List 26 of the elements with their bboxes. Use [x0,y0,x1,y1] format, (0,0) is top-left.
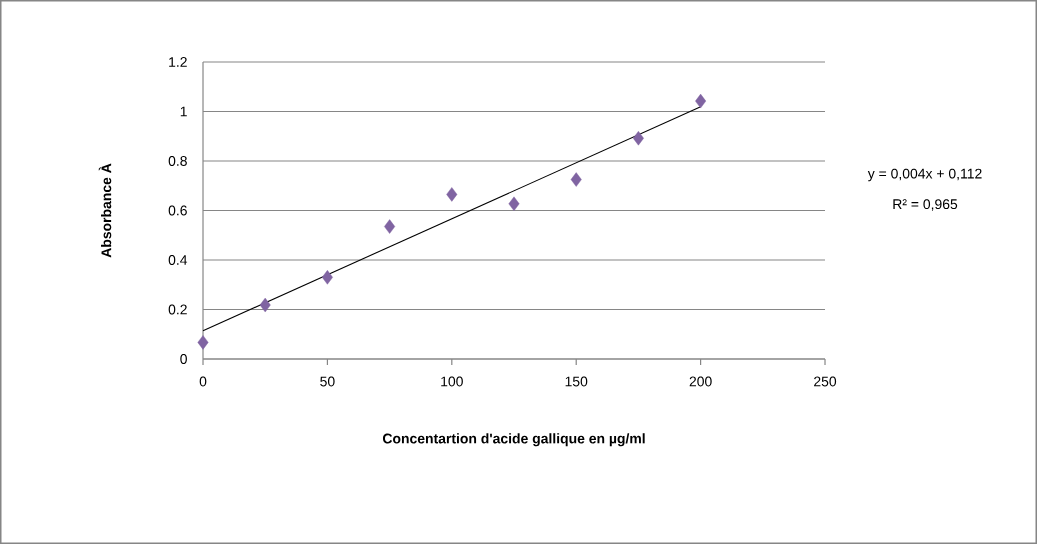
point [570,172,582,187]
text: R² = 0,965 [893,199,958,211]
point [384,219,396,234]
y-tick-label: 0.8 [168,156,187,166]
y-tick-label: 0 [180,354,187,364]
x-tick-label: 200 [689,376,712,387]
x-tick-label: 250 [814,376,837,387]
y-tick-label: 1 [180,106,187,117]
x-tick-label: 0 [199,376,207,387]
y-tick-label: 0.6 [168,205,187,216]
point [259,297,271,313]
point [321,270,333,285]
point [695,93,707,109]
text: y = 0,004x + 0,112 [867,168,982,182]
point [632,131,644,146]
point [197,335,209,350]
point [446,187,458,202]
x-tick-label: 50 [320,376,335,387]
y-axis-title: Absorbance À [98,163,112,258]
y-tick-label: 0.2 [168,304,187,315]
x-axis-title: Concentartion d'acide gallique en µg/ml [382,433,645,447]
y-tick-label: 1.2 [169,57,187,67]
x-tick-label: 100 [441,376,463,387]
x-tick-label: 150 [565,376,588,387]
y-tick-label: 0.4 [168,255,188,265]
point [508,196,520,211]
